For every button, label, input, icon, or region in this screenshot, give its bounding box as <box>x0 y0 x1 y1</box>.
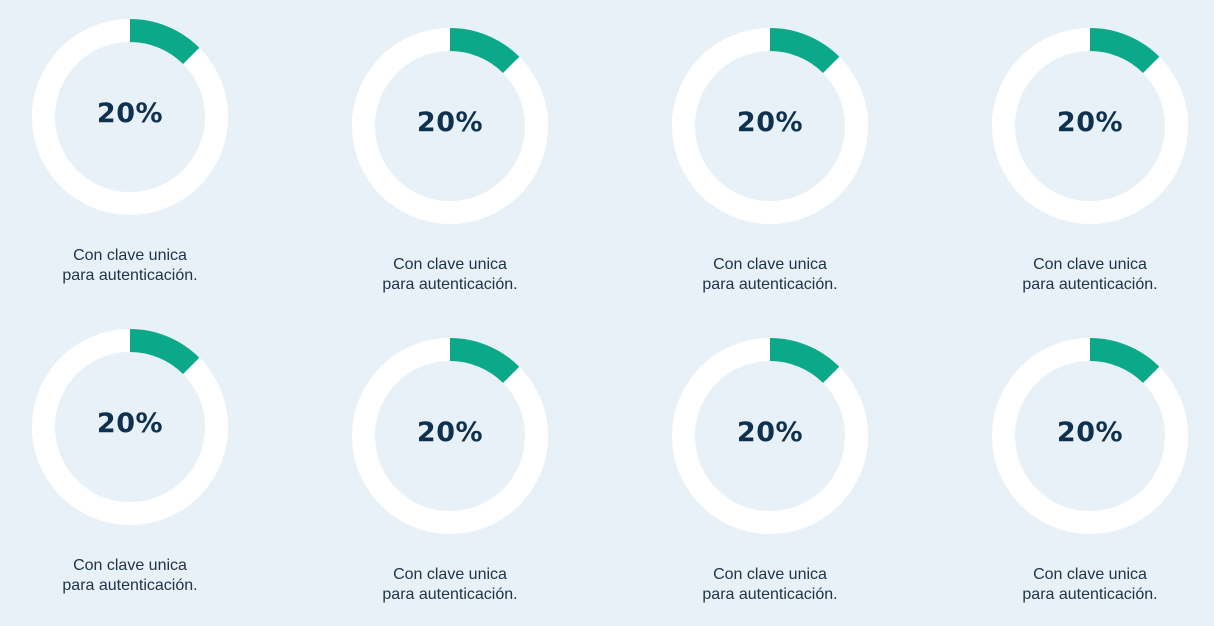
percentage-label: 20% <box>96 408 164 439</box>
percentage-label: 20% <box>416 107 484 138</box>
donut-track <box>672 338 868 534</box>
caption-line-1: Con clave unica <box>713 566 827 583</box>
caption-line-1: Con clave unica <box>1033 256 1147 273</box>
caption-line-1: Con clave unica <box>73 557 187 574</box>
donut-track <box>352 338 548 534</box>
donut-segment-value <box>450 28 520 73</box>
caption-line-1: Con clave unica <box>393 256 507 273</box>
chart-caption: Con clave unica para autenticación. <box>660 255 880 295</box>
percentage-label: 20% <box>736 107 804 138</box>
donut-segment-value <box>130 19 200 64</box>
caption-line-2: para autenticación. <box>382 586 518 603</box>
donut-chart <box>32 19 228 215</box>
donut-segment-value <box>130 329 200 374</box>
percentage-label: 20% <box>1056 417 1124 448</box>
donut-track <box>992 338 1188 534</box>
donut-chart <box>352 338 548 534</box>
caption-line-2: para autenticación. <box>62 577 198 594</box>
donut-segment-value <box>770 28 840 73</box>
caption-line-2: para autenticación. <box>382 276 518 293</box>
donut-chart <box>32 329 228 525</box>
donut-segment-value <box>450 338 520 383</box>
donut-track <box>352 28 548 224</box>
caption-line-1: Con clave unica <box>73 247 187 264</box>
donut-card: 20% Con clave unica para autenticación. <box>30 17 230 307</box>
caption-line-2: para autenticación. <box>702 586 838 603</box>
donut-card: 20% Con clave unica para autenticación. <box>350 26 550 316</box>
donut-track <box>32 19 228 215</box>
donut-segment-value <box>770 338 840 383</box>
caption-line-1: Con clave unica <box>713 256 827 273</box>
chart-caption: Con clave unica para autenticación. <box>20 556 240 596</box>
caption-line-1: Con clave unica <box>393 566 507 583</box>
donut-chart <box>992 28 1188 224</box>
percentage-label: 20% <box>736 417 804 448</box>
chart-caption: Con clave unica para autenticación. <box>980 565 1200 605</box>
chart-caption: Con clave unica para autenticación. <box>340 255 560 295</box>
donut-card: 20% Con clave unica para autenticación. <box>670 26 870 316</box>
percentage-label: 20% <box>1056 107 1124 138</box>
donut-chart <box>672 28 868 224</box>
percentage-label: 20% <box>96 98 164 129</box>
donut-segment-value <box>1090 338 1160 383</box>
donut-chart <box>672 338 868 534</box>
chart-caption: Con clave unica para autenticación. <box>20 246 240 286</box>
chart-caption: Con clave unica para autenticación. <box>340 565 560 605</box>
chart-caption: Con clave unica para autenticación. <box>980 255 1200 295</box>
donut-card: 20% Con clave unica para autenticación. <box>670 336 870 626</box>
caption-line-2: para autenticación. <box>702 276 838 293</box>
caption-line-2: para autenticación. <box>1022 276 1158 293</box>
donut-chart <box>992 338 1188 534</box>
donut-segment-value <box>1090 28 1160 73</box>
donut-chart <box>352 28 548 224</box>
chart-caption: Con clave unica para autenticación. <box>660 565 880 605</box>
percentage-label: 20% <box>416 417 484 448</box>
donut-card: 20% Con clave unica para autenticación. <box>30 327 230 617</box>
caption-line-2: para autenticación. <box>1022 586 1158 603</box>
donut-card: 20% Con clave unica para autenticación. <box>350 336 550 626</box>
donut-track <box>992 28 1188 224</box>
donut-track <box>32 329 228 525</box>
donut-card: 20% Con clave unica para autenticación. <box>990 26 1190 316</box>
donut-track <box>672 28 868 224</box>
caption-line-2: para autenticación. <box>62 267 198 284</box>
donut-card: 20% Con clave unica para autenticación. <box>990 336 1190 626</box>
caption-line-1: Con clave unica <box>1033 566 1147 583</box>
